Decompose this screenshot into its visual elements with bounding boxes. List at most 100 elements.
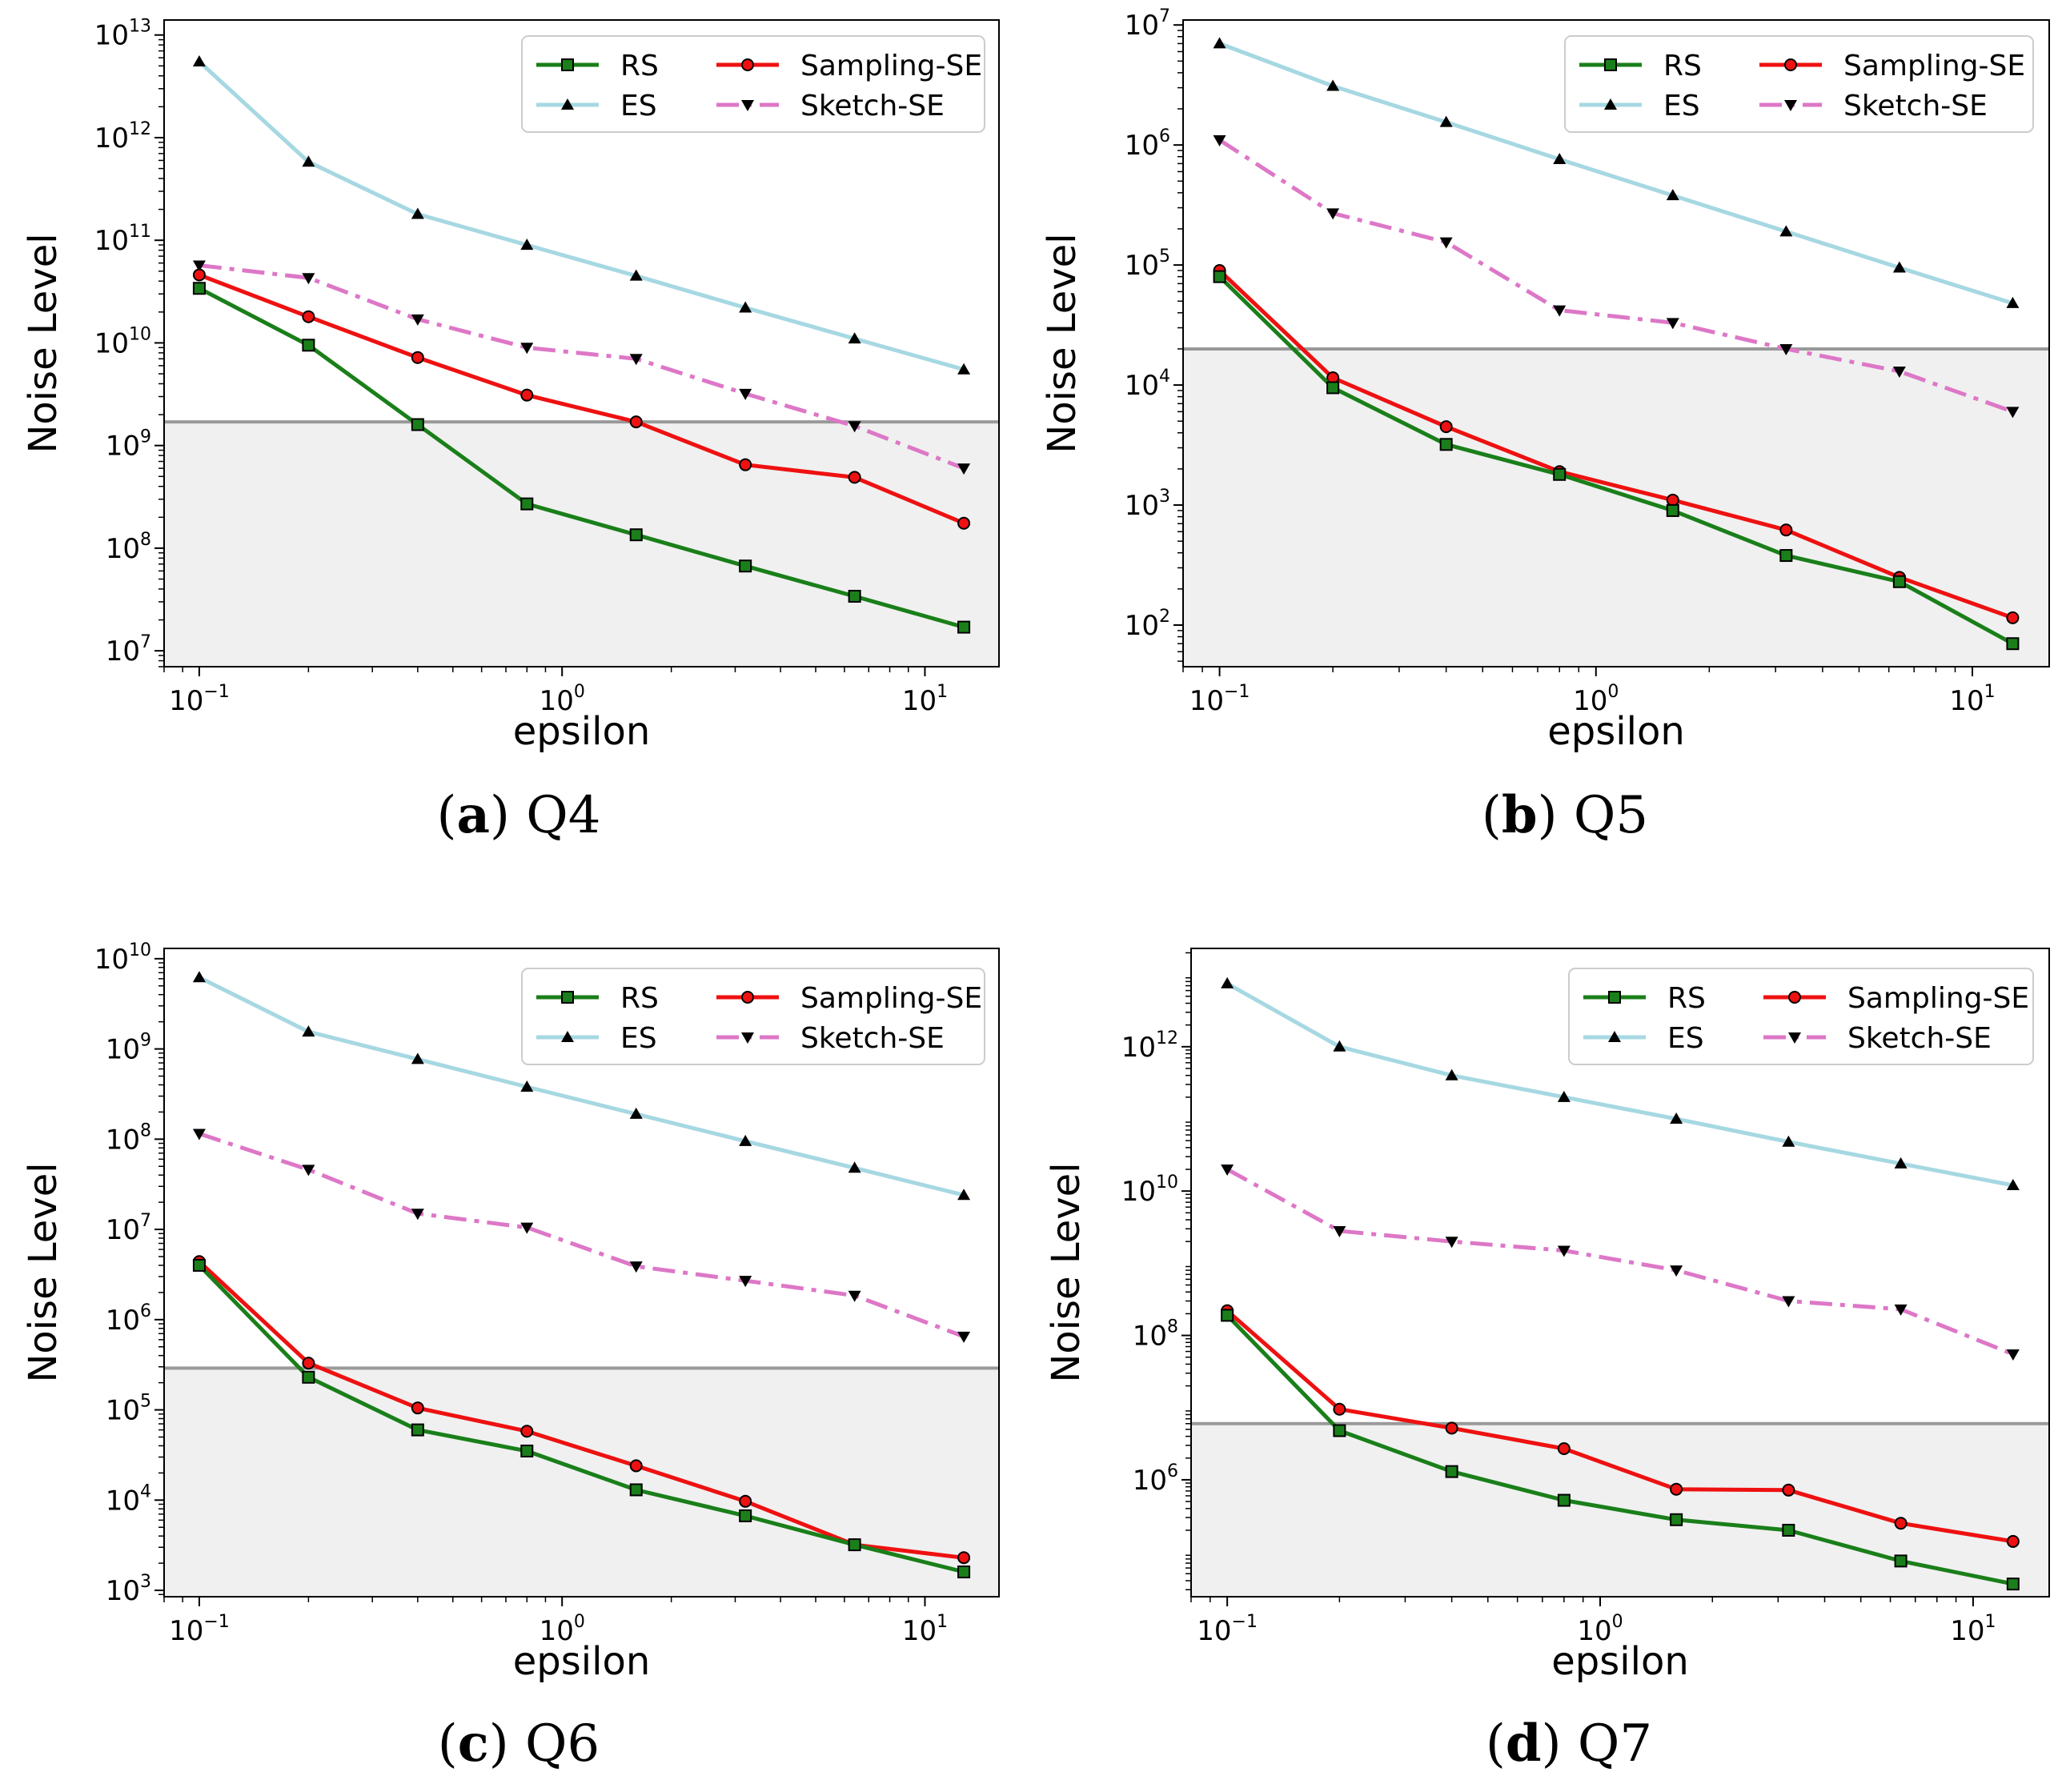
- minor-ticks: [1177, 30, 1956, 672]
- y-tick-label: 1012: [1121, 1028, 1178, 1064]
- axes-frame: [163, 948, 1000, 1598]
- marker-rs: [848, 589, 861, 603]
- marker-sketch-se: [1670, 1265, 1683, 1277]
- marker-es: [2006, 1179, 2020, 1191]
- marker-es: [629, 269, 643, 281]
- marker-rs: [1439, 438, 1453, 451]
- marker-sampling-se: [739, 458, 752, 471]
- marker-rs: [1779, 549, 1793, 563]
- legend-marker-es: [561, 1031, 574, 1042]
- marker-es: [848, 1161, 861, 1173]
- y-tick-label: 1010: [94, 940, 151, 976]
- shaded-region: [1183, 348, 2049, 667]
- panel-caption: (c) Q6: [438, 1714, 600, 1774]
- series-line-rs: [1218, 275, 2014, 646]
- marker-es: [411, 1052, 424, 1064]
- y-axis-label: Noise Level: [1044, 1162, 1089, 1382]
- marker-rs: [192, 282, 206, 295]
- y-axis-label: Noise Level: [21, 1162, 66, 1382]
- x-axis-label: epsilon: [513, 709, 650, 754]
- y-tick-label: 1010: [1121, 1173, 1178, 1208]
- plot-area: [1221, 976, 2020, 1591]
- series-line-es: [198, 976, 965, 1197]
- marker-sampling-se: [1779, 523, 1793, 537]
- y-tick-label: 104: [1125, 367, 1170, 402]
- series-line-sketch-se: [1226, 1167, 2014, 1357]
- marker-es: [192, 55, 206, 67]
- marker-es: [739, 1134, 752, 1146]
- legend-label-sampling-se: Sampling-SE: [1847, 982, 2029, 1015]
- marker-sampling-se: [2006, 1534, 2020, 1548]
- marker-rs: [739, 1509, 752, 1522]
- y-tick-label: 109: [106, 427, 151, 463]
- minor-ticks: [158, 962, 909, 1602]
- marker-sampling-se: [520, 388, 534, 402]
- legend-marker-sampling-se: [1784, 58, 1797, 71]
- marker-sketch-se: [848, 421, 861, 433]
- marker-sampling-se: [1557, 1442, 1571, 1456]
- marker-es: [1333, 1040, 1346, 1052]
- y-axis-label: Noise Level: [21, 233, 66, 453]
- y-tick-label: 103: [1125, 487, 1170, 522]
- marker-rs: [1892, 575, 1906, 588]
- minor-ticks: [158, 38, 909, 672]
- plot-area: [1213, 37, 2020, 651]
- marker-es: [192, 971, 206, 983]
- y-tick-label: 105: [106, 1392, 151, 1427]
- marker-es: [302, 1025, 315, 1037]
- marker-sketch-se: [1894, 1304, 1908, 1316]
- marker-sketch-se: [957, 1331, 971, 1343]
- marker-sampling-se: [1666, 493, 1679, 507]
- marker-sketch-se: [848, 1290, 861, 1302]
- series-line-rs: [1226, 1313, 2014, 1586]
- legend-marker-rs: [561, 991, 574, 1004]
- marker-sketch-se: [1213, 134, 1226, 146]
- marker-sketch-se: [302, 273, 315, 285]
- series-line-sketch-se: [1218, 138, 2014, 414]
- series-line-sampling-se: [198, 1260, 965, 1560]
- y-tick-label: 107: [106, 632, 151, 667]
- marker-rs: [957, 1565, 971, 1579]
- legend-box: [1564, 35, 2034, 133]
- y-tick-label: 108: [106, 1121, 151, 1156]
- marker-sketch-se: [739, 388, 752, 400]
- legend-marker-sketch-se: [741, 100, 754, 111]
- y-tick-label: 103: [106, 1572, 151, 1607]
- marker-es: [1557, 1090, 1571, 1102]
- legend: RS ES Sampling-SE Sketch-SE: [521, 35, 985, 133]
- legend-label-sketch-se: Sketch-SE: [800, 90, 945, 122]
- marker-sketch-se: [520, 1222, 534, 1234]
- marker-rs: [1666, 503, 1679, 517]
- legend-marker-es: [561, 98, 574, 110]
- legend-label-sampling-se: Sampling-SE: [1843, 50, 2025, 82]
- marker-sketch-se: [192, 1129, 206, 1141]
- marker-es: [411, 207, 424, 219]
- marker-sketch-se: [1445, 1237, 1458, 1249]
- panel-caption: (b) Q5: [1482, 785, 1648, 845]
- marker-rs: [302, 339, 315, 352]
- series-line-rs: [198, 287, 965, 630]
- legend-marker-rs: [561, 58, 574, 71]
- y-tick-label: 102: [1125, 607, 1170, 642]
- legend-label-rs: RS: [1663, 50, 1702, 82]
- legend-label-es: ES: [1663, 90, 1700, 122]
- marker-sampling-se: [1894, 1517, 1908, 1530]
- x-tick-label: 101: [1949, 682, 1995, 717]
- legend-marker-sketch-se: [1784, 100, 1797, 111]
- marker-sketch-se: [1779, 343, 1793, 355]
- panel-b: 10−1 100 101 102 103 104 105 106 107 epsilon Noise…: [1040, 6, 2050, 845]
- marker-es: [1892, 261, 1906, 273]
- marker-sketch-se: [302, 1165, 315, 1177]
- minor-ticks: [1185, 952, 1957, 1602]
- shaded-region: [164, 1368, 999, 1597]
- marker-rs: [520, 1444, 534, 1457]
- legend: RS ES Sampling-SE Sketch-SE: [1568, 968, 2034, 1065]
- marker-rs: [2006, 637, 2020, 651]
- legend-label-sketch-se: Sketch-SE: [1843, 90, 1988, 122]
- legend-box: [521, 968, 985, 1065]
- series-line-sketch-se: [199, 263, 965, 471]
- legend-label-sampling-se: Sampling-SE: [800, 50, 982, 82]
- marker-sampling-se: [957, 516, 971, 530]
- y-tick-label: 1011: [94, 222, 151, 257]
